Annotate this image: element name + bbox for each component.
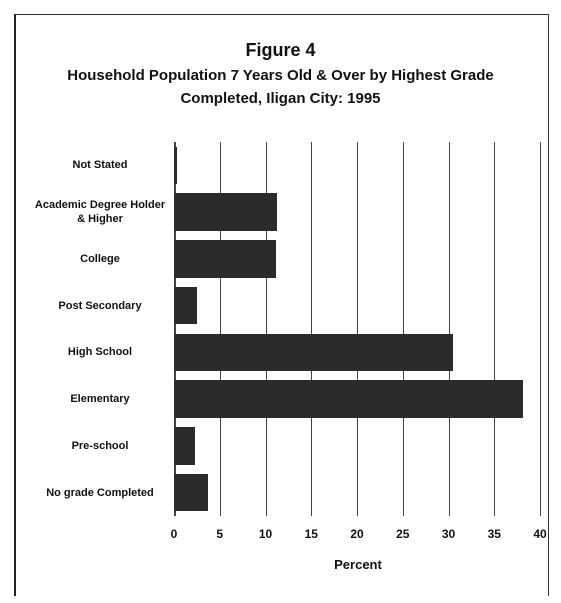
frame <box>14 14 549 596</box>
bar <box>174 286 197 325</box>
chart-title: Figure 4 <box>245 40 316 60</box>
bar <box>174 333 454 372</box>
y-axis-line <box>174 142 176 516</box>
x-tick-label: 40 <box>533 527 547 541</box>
bar <box>174 240 276 278</box>
y-tick-label: Academic Degree Holder & Higher <box>34 199 166 226</box>
x-tick-label: 5 <box>216 527 224 541</box>
y-tick-label: High School <box>67 346 133 359</box>
grid-line <box>448 142 450 516</box>
y-tick-label: Elementary <box>70 393 130 406</box>
chart-subtitle: Household Population 7 Years Old & Over … <box>67 67 494 107</box>
grid-line <box>357 142 358 516</box>
grid-line <box>265 142 267 516</box>
bar <box>174 473 208 512</box>
grid-line <box>402 142 404 516</box>
x-tick-label: 20 <box>350 527 364 541</box>
grid-line <box>311 142 313 516</box>
x-tick-label: 25 <box>396 527 410 541</box>
x-tick-label: 0 <box>170 527 178 541</box>
grid-line <box>540 142 541 516</box>
x-axis-label: Percent <box>334 557 382 572</box>
grid-line <box>494 142 496 516</box>
y-tick-label: No grade Completed <box>46 486 154 499</box>
x-tick-label: 15 <box>304 527 318 541</box>
grid-line <box>219 142 221 516</box>
bar <box>174 146 177 185</box>
x-tick-label: 35 <box>487 527 501 541</box>
x-tick-label: 10 <box>258 527 273 541</box>
bar <box>174 427 196 465</box>
x-tick-label: 30 <box>441 527 456 541</box>
bar <box>174 380 523 418</box>
y-tick-label: College <box>80 252 120 265</box>
bar <box>174 193 278 231</box>
y-tick-label: Pre-school <box>71 439 129 452</box>
y-tick-label: Not Stated <box>72 159 128 172</box>
grid-line <box>174 142 175 516</box>
y-tick-label: Post Secondary <box>58 299 142 312</box>
